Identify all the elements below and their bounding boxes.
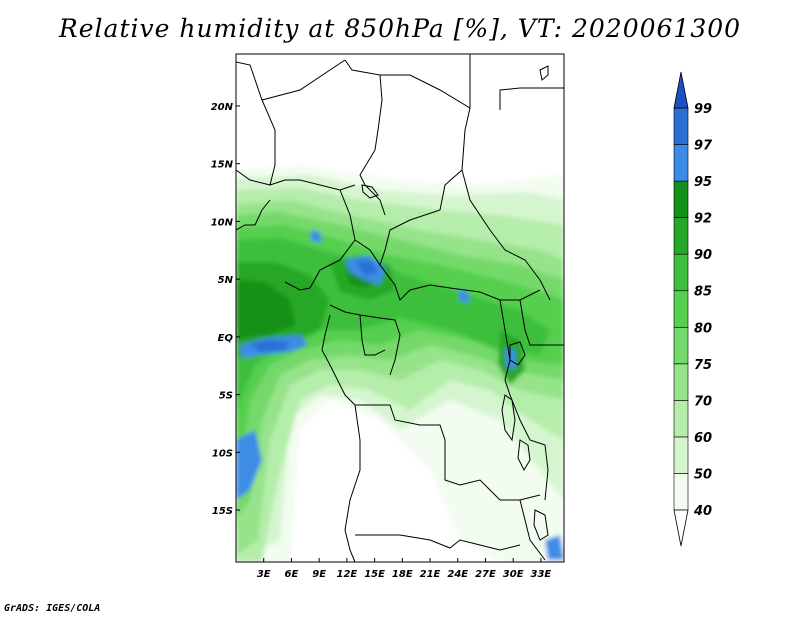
lat-tick-label: 5S bbox=[219, 391, 233, 402]
colorbar-segment bbox=[673, 473, 689, 511]
colorbar-label: 80 bbox=[694, 321, 712, 336]
lon-tick-label: 30E bbox=[503, 569, 524, 580]
lon-tick-label: 6E bbox=[285, 569, 299, 580]
colorbar-label: 75 bbox=[694, 358, 712, 373]
lon-tick-label: 27E bbox=[475, 569, 496, 580]
lat-tick-label: 15S bbox=[212, 506, 233, 517]
colorbar: 40 50 60 70 75 80 85 90 92 95 97 99 bbox=[673, 71, 713, 547]
rh-90-region bbox=[236, 255, 525, 385]
colorbar-segment bbox=[673, 326, 689, 365]
colorbar-label: 90 bbox=[694, 248, 712, 263]
colorbar-segment bbox=[673, 400, 689, 438]
lon-tick-label: 12E bbox=[336, 569, 357, 580]
colorbar-label: 60 bbox=[694, 431, 712, 446]
colorbar-segment bbox=[673, 107, 689, 145]
rh-97-region bbox=[250, 260, 378, 352]
lon-tick-label: 33E bbox=[531, 569, 552, 580]
colorbar-max-triangle bbox=[673, 71, 689, 109]
colorbar-label: 40 bbox=[693, 504, 712, 519]
rh-92-region bbox=[236, 262, 380, 340]
colorbar-label: 99 bbox=[694, 102, 712, 117]
colorbar-label: 85 bbox=[694, 285, 712, 300]
country-borders bbox=[236, 54, 564, 562]
colorbar-segment bbox=[673, 144, 689, 182]
colorbar-segment bbox=[673, 180, 689, 218]
colorbar-label: 92 bbox=[694, 212, 712, 227]
colorbar-label: 95 bbox=[694, 175, 712, 190]
colorbar-label: 97 bbox=[694, 139, 713, 154]
lat-tick-label: 5N bbox=[218, 275, 234, 286]
lake-outlines bbox=[361, 65, 549, 541]
lon-tick-label: 15E bbox=[364, 569, 385, 580]
colorbar-segment bbox=[673, 253, 689, 292]
lon-tick-label: 3E bbox=[257, 569, 271, 580]
colorbar-segment bbox=[673, 363, 689, 401]
map-frame bbox=[235, 53, 565, 563]
humidity-field bbox=[236, 54, 564, 562]
lon-tick-label: 18E bbox=[392, 569, 413, 580]
axis-ticks: 3E 6E 9E 12E 15E 18E 21E 24E 27E 30E 33E 20N 15N 10N 5… bbox=[211, 102, 552, 580]
lon-tick-label: 21E bbox=[420, 569, 441, 580]
lat-tick-label: 15N bbox=[211, 160, 234, 171]
colorbar-min-triangle bbox=[673, 509, 689, 547]
colorbar-label: 50 bbox=[694, 467, 712, 482]
plot-title: Relative humidity at 850hPa [%], VT: 202… bbox=[58, 14, 742, 43]
colorbar-segment bbox=[673, 217, 689, 255]
lat-tick-label: 20N bbox=[211, 102, 234, 113]
lon-tick-label: 9E bbox=[312, 569, 326, 580]
lon-tick-label: 24E bbox=[447, 569, 468, 580]
colorbar-label: 70 bbox=[694, 394, 712, 409]
colorbar-segment bbox=[673, 436, 689, 474]
grads-credit: GrADS: IGES/COLA bbox=[4, 603, 101, 614]
lat-tick-label: 10S bbox=[212, 448, 233, 459]
lat-tick-label: EQ bbox=[218, 333, 234, 344]
lat-tick-label: 10N bbox=[211, 217, 234, 228]
colorbar-segment bbox=[673, 290, 689, 328]
